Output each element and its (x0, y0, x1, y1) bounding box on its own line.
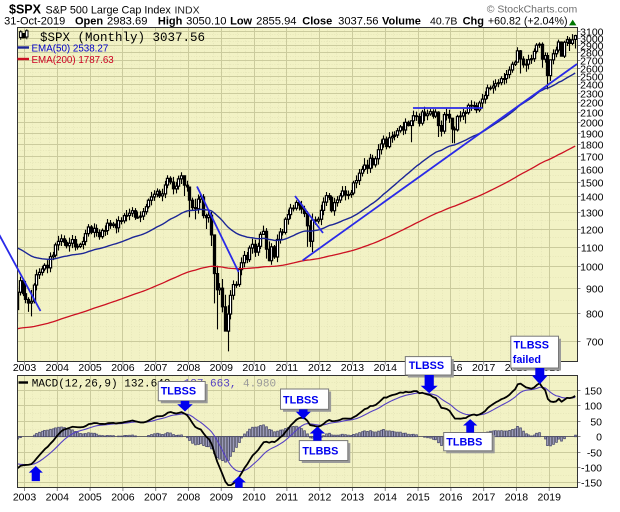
svg-text:$SPX: $SPX (9, 3, 42, 17)
svg-text:2016: 2016 (439, 492, 463, 504)
svg-text:2013: 2013 (341, 362, 365, 374)
svg-text:3037.56: 3037.56 (338, 16, 378, 28)
svg-text:3050.10: 3050.10 (186, 16, 226, 28)
svg-text:-100: -100 (581, 462, 602, 474)
svg-text:1900: 1900 (580, 128, 604, 140)
svg-text:2014: 2014 (374, 362, 398, 374)
svg-text:1000: 1000 (580, 261, 604, 273)
svg-text:TLBBS: TLBBS (302, 445, 338, 457)
svg-text:2983.69: 2983.69 (107, 16, 147, 28)
svg-text:2100: 2100 (580, 107, 604, 119)
svg-text:2011: 2011 (276, 492, 299, 504)
svg-text:1500: 1500 (580, 177, 604, 189)
svg-text:TLBSS: TLBSS (409, 360, 444, 372)
svg-text:3000: 3000 (580, 33, 604, 45)
svg-text:2005: 2005 (78, 362, 102, 374)
svg-text:1300: 1300 (580, 207, 604, 219)
svg-text:2011: 2011 (276, 362, 299, 374)
svg-text:1800: 1800 (580, 139, 604, 151)
svg-text:0: 0 (596, 431, 602, 443)
svg-text:Close: Close (302, 16, 332, 28)
svg-text:2008: 2008 (177, 492, 201, 504)
svg-text:2019: 2019 (538, 492, 562, 504)
svg-text:2010: 2010 (242, 492, 266, 504)
svg-text:S&P 500 Large Cap Index: S&P 500 Large Cap Index (46, 5, 172, 17)
svg-text:2003: 2003 (13, 362, 37, 374)
svg-text:2012: 2012 (308, 492, 332, 504)
svg-text:High: High (158, 16, 183, 28)
svg-text:31-Oct-2019: 31-Oct-2019 (4, 16, 65, 28)
svg-text:2005: 2005 (78, 492, 102, 504)
svg-text:© StockCharts.com: © StockCharts.com (487, 4, 578, 16)
svg-text:2800: 2800 (580, 47, 604, 59)
svg-text:2009: 2009 (210, 362, 234, 374)
svg-text:TLBSS: TLBSS (161, 386, 196, 398)
svg-text:-50: -50 (587, 447, 602, 459)
svg-text:failed: failed (513, 354, 541, 366)
svg-text:2855.94: 2855.94 (256, 16, 296, 28)
svg-text:1200: 1200 (580, 224, 604, 236)
svg-text:700: 700 (586, 336, 604, 348)
svg-text:40.7B: 40.7B (430, 16, 457, 28)
svg-text:MACD(12,26,9) 132.643, 127.663: MACD(12,26,9) 132.643, 127.663, 4.980 (32, 379, 276, 391)
svg-text:2010: 2010 (242, 362, 266, 374)
svg-text:2017: 2017 (472, 362, 496, 374)
svg-text:EMA(200) 1787.63: EMA(200) 1787.63 (32, 55, 115, 66)
svg-text:2003: 2003 (13, 492, 37, 504)
svg-text:TLBSS: TLBSS (283, 394, 318, 406)
svg-text:2018: 2018 (505, 492, 529, 504)
svg-text:50: 50 (590, 416, 602, 428)
svg-text:2500: 2500 (580, 71, 604, 83)
svg-text:2007: 2007 (144, 492, 168, 504)
svg-text:2004: 2004 (46, 362, 70, 374)
svg-text:Low: Low (230, 16, 252, 28)
svg-text:1400: 1400 (580, 191, 604, 203)
svg-text:2400: 2400 (580, 79, 604, 91)
svg-text:$SPX (Monthly) 3037.56: $SPX (Monthly) 3037.56 (40, 31, 205, 45)
svg-text:1600: 1600 (580, 164, 604, 176)
svg-text:Volume: Volume (382, 16, 421, 28)
svg-text:2300: 2300 (580, 88, 604, 100)
svg-text:2000: 2000 (580, 117, 604, 129)
svg-text:2012: 2012 (308, 362, 332, 374)
svg-text:2900: 2900 (580, 40, 604, 52)
svg-text:2013: 2013 (341, 492, 365, 504)
svg-text:2015: 2015 (406, 492, 430, 504)
svg-text:3100: 3100 (580, 26, 604, 38)
svg-text:TLBSS: TLBSS (514, 339, 549, 351)
svg-text:2006: 2006 (111, 362, 135, 374)
svg-text:2004: 2004 (46, 492, 70, 504)
svg-text:+60.82 (+2.04%): +60.82 (+2.04%) (488, 16, 568, 28)
svg-text:2700: 2700 (580, 55, 604, 67)
svg-text:EMA(50) 2538.27: EMA(50) 2538.27 (32, 44, 109, 55)
svg-text:2009: 2009 (210, 492, 234, 504)
svg-text:900: 900 (586, 283, 604, 295)
svg-text:Open: Open (75, 16, 103, 28)
svg-text:2007: 2007 (144, 362, 168, 374)
svg-text:800: 800 (586, 308, 604, 320)
svg-text:150: 150 (584, 385, 602, 397)
svg-text:TLBBS: TLBBS (446, 436, 482, 448)
svg-text:1100: 1100 (581, 242, 604, 254)
svg-text:2200: 2200 (580, 97, 604, 109)
svg-text:-150: -150 (581, 477, 602, 489)
svg-text:100: 100 (584, 400, 602, 412)
svg-text:Chg: Chg (463, 16, 484, 28)
svg-text:2017: 2017 (472, 492, 496, 504)
svg-text:2600: 2600 (580, 63, 604, 75)
svg-text:1700: 1700 (580, 151, 604, 163)
svg-text:INDX: INDX (175, 5, 200, 17)
svg-text:2008: 2008 (177, 362, 201, 374)
svg-text:2006: 2006 (111, 492, 135, 504)
svg-text:2014: 2014 (374, 492, 398, 504)
